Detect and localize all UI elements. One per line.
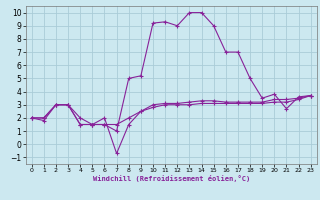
X-axis label: Windchill (Refroidissement éolien,°C): Windchill (Refroidissement éolien,°C) (92, 175, 250, 182)
